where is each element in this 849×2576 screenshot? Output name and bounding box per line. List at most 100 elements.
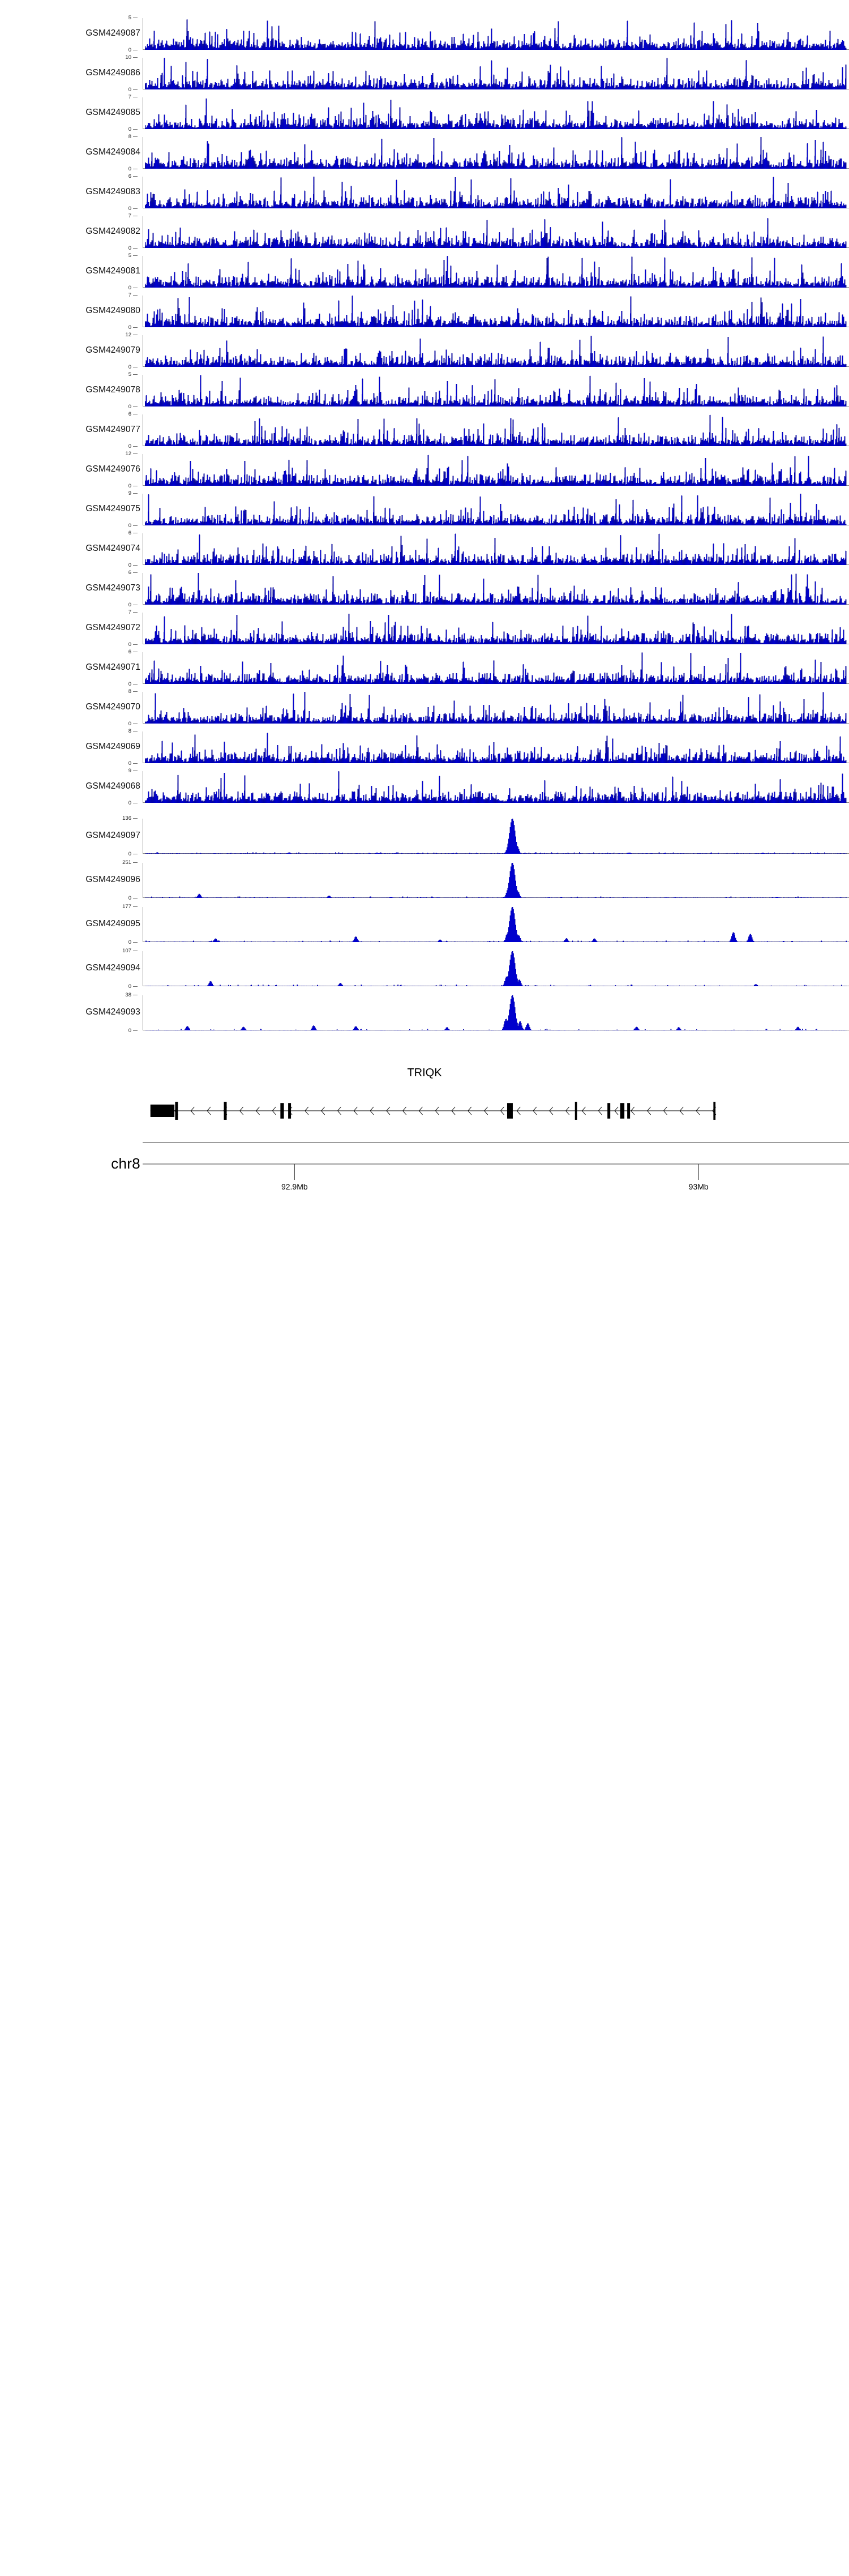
y-axis-max-label: 8 (104, 134, 143, 140)
track-plot-area[interactable]: 107 0 (122, 948, 849, 990)
peak-track[interactable]: GSM4249093 38 0 (0, 992, 849, 1041)
y-tick-dash (133, 176, 138, 177)
y-axis-min-value: 0 (128, 364, 131, 370)
coverage-track[interactable]: GSM4249075 9 0 (0, 490, 849, 536)
y-axis-min-label: 0 (104, 1028, 143, 1034)
gene-exon (288, 1103, 291, 1119)
coverage-track[interactable]: GSM4249071 6 0 (0, 649, 849, 694)
y-axis-min-label: 0 (104, 364, 143, 370)
track-plot-area[interactable]: 12 0 (125, 451, 849, 489)
coverage-track[interactable]: GSM4249074 6 0 (0, 530, 849, 575)
y-axis-min-value: 0 (128, 851, 131, 857)
coverage-track[interactable]: GSM4249072 7 0 (0, 609, 849, 654)
y-tick-dash (133, 294, 138, 296)
y-axis-min-label: 0 (104, 562, 143, 568)
chromosome-axis-track[interactable]: chr8 92.9Mb 93Mb (0, 1139, 849, 1224)
y-axis-max-label: 9 (104, 768, 143, 774)
ideogram-axis[interactable] (143, 1139, 849, 1191)
peak-track[interactable]: GSM4249097 136 0 (0, 815, 849, 864)
y-axis-min-value: 0 (128, 641, 131, 648)
track-plot-area[interactable]: 38 0 (125, 992, 849, 1034)
gene-model[interactable] (143, 1088, 849, 1130)
coverage-track[interactable]: GSM4249083 6 0 (0, 173, 849, 219)
coverage-track[interactable]: GSM4249076 12 0 (0, 451, 849, 496)
strand-arrow-icon (305, 1106, 309, 1115)
strand-arrow-icon (239, 1106, 244, 1115)
coverage-track[interactable]: GSM4249082 7 0 (0, 213, 849, 258)
coverage-track[interactable]: GSM4249069 8 0 (0, 728, 849, 773)
coverage-track[interactable]: GSM4249079 12 0 (0, 332, 849, 377)
coverage-track[interactable]: GSM4249068 9 0 (0, 768, 849, 813)
coverage-track[interactable]: GSM4249081 5 0 (0, 253, 849, 298)
signal-histogram (145, 177, 847, 208)
track-label: GSM4249076 (85, 464, 140, 474)
y-tick-dash (133, 255, 138, 256)
y-axis-min-label: 0 (104, 285, 143, 291)
coverage-track[interactable]: GSM4249080 7 0 (0, 292, 849, 337)
axis-tick-label: 93Mb (688, 1182, 709, 1191)
track-plot-area[interactable]: 251 0 (122, 859, 849, 901)
y-tick-dash (133, 446, 138, 447)
track-label: GSM4249071 (85, 662, 140, 672)
coverage-track[interactable]: GSM4249087 5 0 (0, 15, 849, 60)
strand-arrow-icon (533, 1106, 537, 1115)
y-tick-dash (133, 763, 138, 764)
strand-arrow-icon (402, 1106, 407, 1115)
coverage-track[interactable]: GSM4249084 8 0 (0, 134, 849, 179)
strand-arrow-icon (451, 1106, 456, 1115)
y-axis-max-label: 6 (104, 570, 143, 576)
peak-track[interactable]: GSM4249095 177 0 (0, 904, 849, 952)
strand-arrow-icon (647, 1106, 651, 1115)
track-label: GSM4249077 (85, 425, 140, 434)
y-axis-max-value: 12 (125, 451, 131, 457)
gene-exon (607, 1103, 611, 1119)
track-plot-area[interactable]: 12 0 (125, 332, 849, 370)
y-axis-min-value: 0 (128, 166, 131, 172)
coverage-track[interactable]: GSM4249073 6 0 (0, 570, 849, 615)
coverage-track[interactable]: GSM4249086 10 0 (0, 54, 849, 100)
coverage-track[interactable]: GSM4249077 6 0 (0, 411, 849, 456)
coverage-track[interactable]: GSM4249070 8 0 (0, 688, 849, 734)
signal-histogram (145, 216, 847, 248)
y-axis-max-value: 7 (128, 94, 131, 100)
y-axis-max-label: 8 (104, 728, 143, 734)
track-plot-area[interactable]: 136 0 (122, 815, 849, 857)
peak-track[interactable]: GSM4249096 251 0 (0, 859, 849, 908)
track-plot-area[interactable]: 10 0 (125, 54, 849, 93)
y-tick-dash (133, 406, 138, 407)
y-axis-max-label: 7 (104, 609, 143, 615)
peak-track[interactable]: GSM4249094 107 0 (0, 948, 849, 996)
gene-exon (280, 1103, 284, 1119)
track-label: GSM4249095 (85, 919, 140, 928)
gene-annotation-track[interactable]: TRIQK (0, 1067, 849, 1129)
track-label: GSM4249080 (85, 306, 140, 315)
y-axis-min-label: 0 (104, 443, 143, 450)
y-tick-dash (133, 862, 138, 863)
track-plot-area[interactable]: 177 0 (122, 904, 849, 945)
y-axis-max-label: 5 (104, 253, 143, 259)
y-axis-min-value: 0 (128, 47, 131, 53)
y-tick-dash (133, 818, 138, 819)
y-axis-min-value: 0 (128, 443, 131, 450)
coverage-track[interactable]: GSM4249078 5 0 (0, 371, 849, 417)
signal-histogram (145, 863, 847, 898)
coverage-track[interactable]: GSM4249085 7 0 (0, 94, 849, 139)
signal-histogram (145, 18, 847, 50)
